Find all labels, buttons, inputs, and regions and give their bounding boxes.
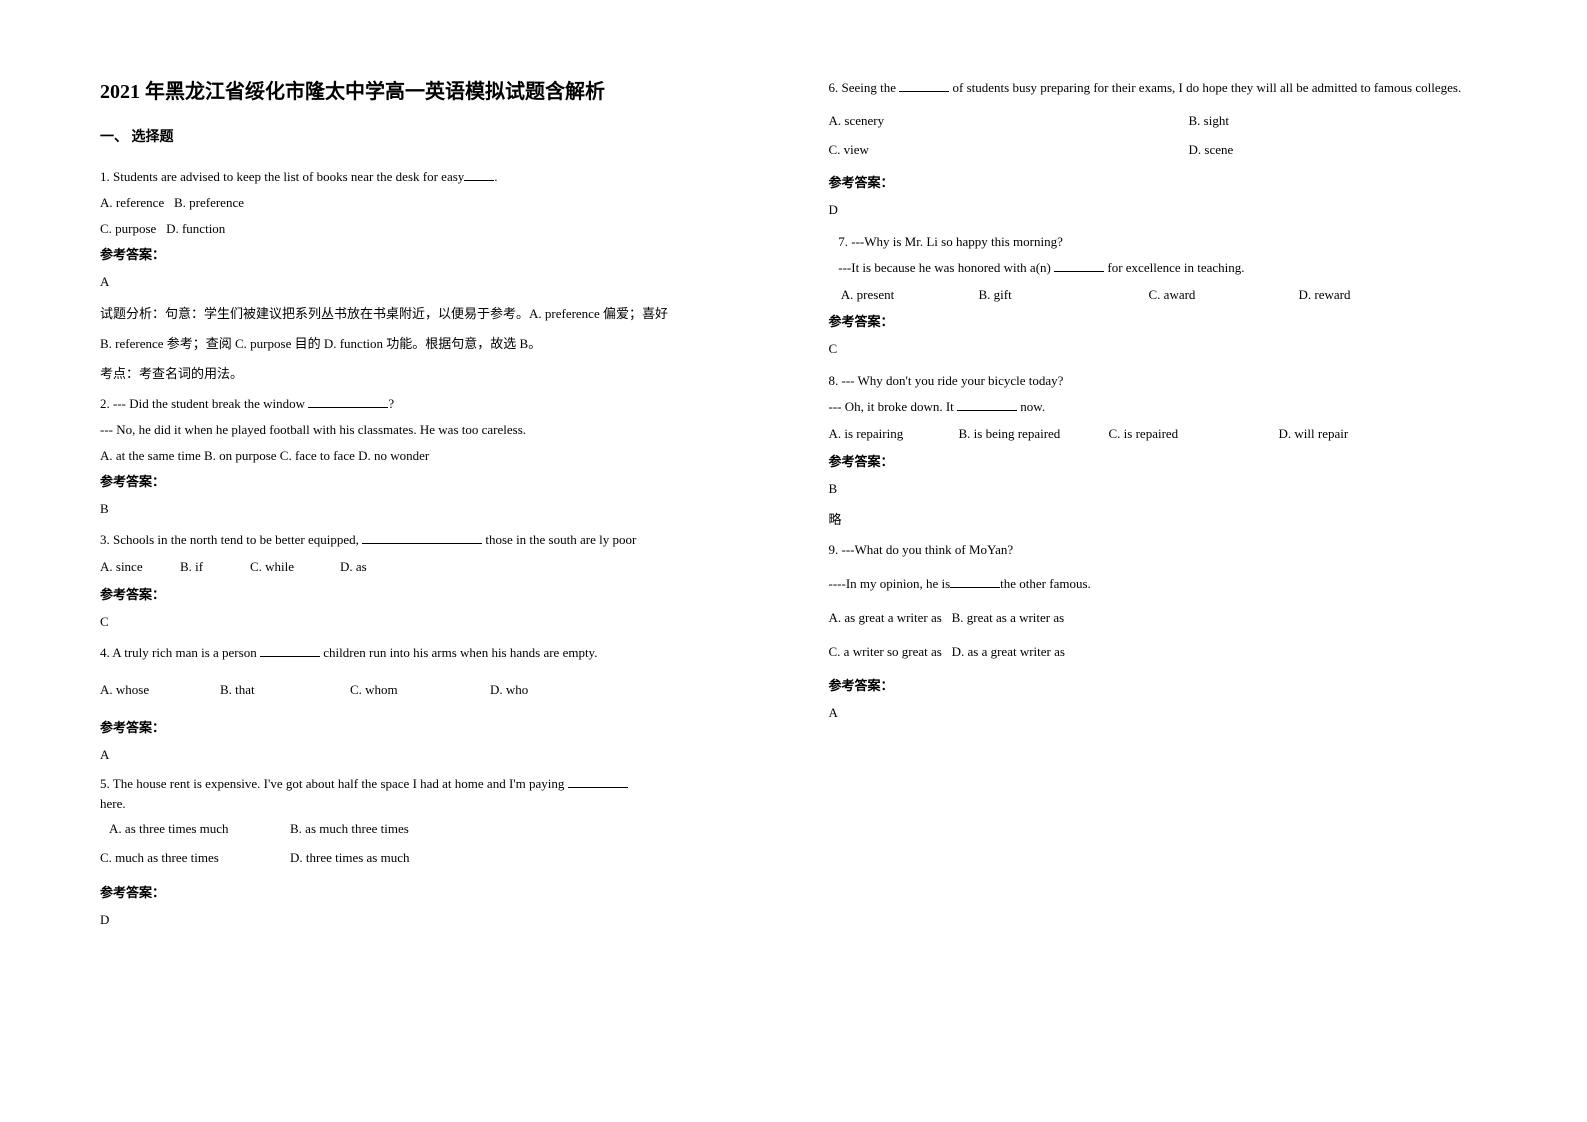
blank [899,80,949,92]
period: . [494,169,497,184]
q9-stem1: 9. ---What do you think of MoYan? [829,537,1498,563]
q2-tail: ? [388,396,394,411]
question-1: 1. Students are advised to keep the list… [100,164,769,387]
question-8: 8. --- Why don't you ride your bicycle t… [829,368,1498,533]
question-5: 5. The house rent is expensive. I've got… [100,774,769,935]
q2-line2: --- No, he did it when he played footbal… [100,417,769,443]
q1-stem: 1. Students are advised to keep the list… [100,169,464,184]
answer-label: 参考答案： [829,309,1498,335]
q8-stem1: 8. --- Why don't you ride your bicycle t… [829,368,1498,394]
q5-opt-c: C. much as three times [100,844,290,873]
blank [260,646,320,658]
q9-stem2b: the other famous. [1000,576,1091,591]
q1-opt-d: D. function [166,221,225,236]
q6-stem2: of students busy preparing for their exa… [949,80,1461,95]
question-7: 7. ---Why is Mr. Li so happy this mornin… [829,229,1498,364]
q3-stem2: those in the south are ly poor [482,532,636,547]
q5-opt-b: B. as much three times [290,815,409,844]
q4-opt-b: B. that [220,676,350,705]
question-2: 2. --- Did the student break the window … [100,391,769,524]
q5-opt-a: A. as three times much [100,815,290,844]
q5-opt-d: D. three times as much [290,844,410,873]
q8-stem2b: now. [1017,399,1045,414]
q1-opt-a: A. reference [100,195,164,210]
q5-answer: D [100,906,769,935]
q7-opt-d: D. reward [1299,281,1351,310]
question-6: 6. Seeing the of students busy preparing… [829,75,1498,225]
q6-opt-c: C. view [829,136,1189,165]
q9-answer: A [829,699,1498,728]
q6-opt-a: A. scenery [829,107,1189,136]
q3-opt-b: B. if [180,553,250,582]
answer-label: 参考答案： [100,469,769,495]
answer-label: 参考答案： [829,170,1498,196]
answer-label: 参考答案： [829,673,1498,699]
q4-opt-c: C. whom [350,676,490,705]
answer-label: 参考答案： [100,880,769,906]
q3-answer: C [100,608,769,637]
answer-label: 参考答案： [829,449,1498,475]
blank [308,396,388,408]
blank [464,169,494,181]
q8-note: 略 [829,507,1498,533]
q3-stem1: 3. Schools in the north tend to be bette… [100,532,362,547]
answer-label: 参考答案： [100,582,769,608]
page-title: 2021 年黑龙江省绥化市隆太中学高一英语模拟试题含解析 [100,75,769,104]
q3-opt-a: A. since [100,553,180,582]
q3-opt-d: D. as [340,553,367,582]
blank [1054,260,1104,272]
q7-opt-a: A. present [829,281,979,310]
q8-opt-d: D. will repair [1279,420,1349,449]
q1-opt-c: C. purpose [100,221,156,236]
q8-answer: B [829,475,1498,504]
q4-opt-a: A. whose [100,676,220,705]
q6-opt-b: B. sight [1189,107,1229,136]
blank [362,533,482,545]
q1-exp3: 考点：考查名词的用法。 [100,361,769,387]
q3-opt-c: C. while [250,553,340,582]
q2-stem: 2. --- Did the student break the window [100,396,308,411]
q7-stem2b: for excellence in teaching. [1104,260,1244,275]
q9-opt-d: D. as a great writer as [952,644,1065,659]
q1-answer: A [100,268,769,297]
q1-opt-b: B. preference [174,195,244,210]
q7-opt-c: C. award [1149,281,1299,310]
q2-options: A. at the same time B. on purpose C. fac… [100,443,769,469]
q6-stem1: 6. Seeing the [829,80,900,95]
q9-opt-a: A. as great a writer as [829,610,942,625]
q8-stem2a: --- Oh, it broke down. It [829,399,958,414]
q2-answer: B [100,495,769,524]
q8-opt-c: C. is repaired [1109,420,1279,449]
q4-stem1: 4. A truly rich man is a person [100,645,260,660]
section-heading: 一、 选择题 [100,126,769,146]
blank [950,576,1000,588]
q7-stem1: 7. ---Why is Mr. Li so happy this mornin… [829,229,1498,255]
q8-opt-a: A. is repairing [829,420,959,449]
blank [568,776,628,788]
exam-page: 2021 年黑龙江省绥化市隆太中学高一英语模拟试题含解析 一、 选择题 1. S… [100,75,1497,1082]
q4-opt-d: D. who [490,676,528,705]
q1-exp2: B. reference 参考；查阅 C. purpose 目的 D. func… [100,331,769,357]
q9-opt-c: C. a writer so great as [829,644,942,659]
q1-exp1: 试题分析：句意：学生们被建议把系列丛书放在书桌附近，以便易于参考。A. pref… [100,301,769,327]
q4-stem2: children run into his arms when his hand… [320,645,598,660]
q4-answer: A [100,741,769,770]
q7-stem2a: ---It is because he was honored with a(n… [829,260,1055,275]
blank [957,399,1017,411]
q7-answer: C [829,335,1498,364]
question-3: 3. Schools in the north tend to be bette… [100,527,769,636]
answer-label: 参考答案： [100,242,769,268]
answer-label: 参考答案： [100,715,769,741]
q7-opt-b: B. gift [979,281,1149,310]
question-9: 9. ---What do you think of MoYan? ----In… [829,537,1498,728]
q6-opt-d: D. scene [1189,136,1234,165]
q9-opt-b: B. great as a writer as [952,610,1065,625]
q5-stem1: 5. The house rent is expensive. I've got… [100,776,568,791]
q9-stem2a: ----In my opinion, he is [829,576,951,591]
q5-stem2: here. [100,796,126,811]
q8-opt-b: B. is being repaired [959,420,1109,449]
question-4: 4. A truly rich man is a person children… [100,640,769,769]
q6-answer: D [829,196,1498,225]
